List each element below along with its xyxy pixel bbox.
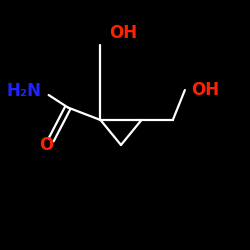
Text: H₂N: H₂N (6, 82, 42, 100)
Text: O: O (39, 136, 53, 154)
Text: OH: OH (191, 81, 219, 99)
Text: OH: OH (109, 24, 137, 42)
